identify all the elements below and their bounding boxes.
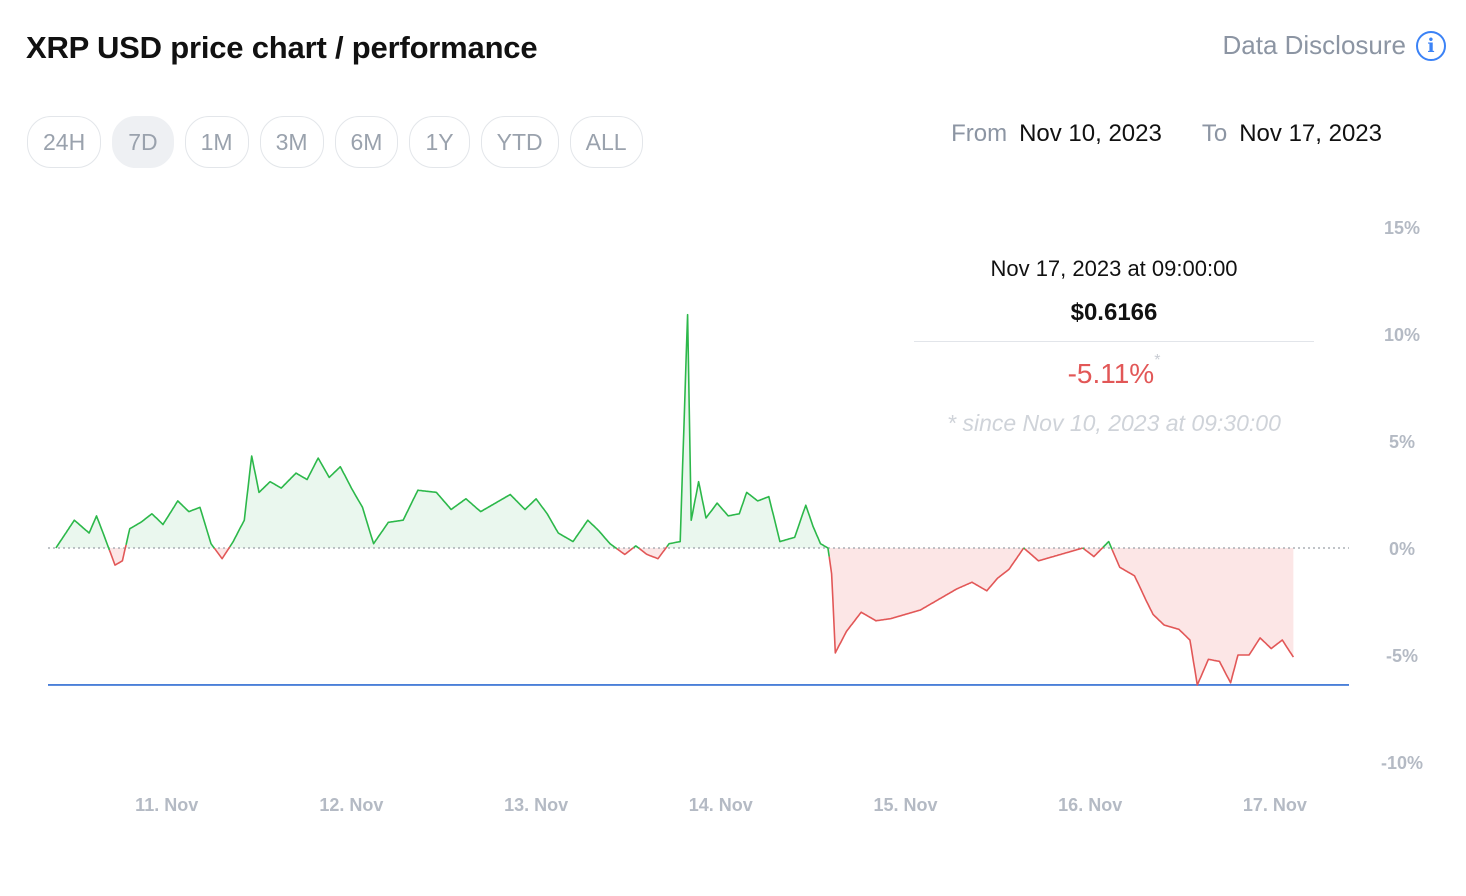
- price-line-negative-segment: [1111, 548, 1295, 686]
- range-button-3m[interactable]: 3M: [259, 116, 324, 168]
- y-axis-tick-label: -5%: [1386, 646, 1418, 666]
- price-line-negative-segment: [638, 546, 668, 560]
- range-button-24h[interactable]: 24H: [27, 116, 102, 168]
- price-line-negative-segment: [213, 546, 231, 560]
- range-button-6m[interactable]: 6M: [334, 116, 399, 168]
- negative-area-fill: [55, 548, 1294, 685]
- tooltip-divider: [914, 341, 1314, 342]
- to-date-input[interactable]: Nov 17, 2023: [1239, 120, 1382, 147]
- positive-area-fill: [55, 314, 1294, 548]
- price-line-negative-segment: [616, 546, 635, 556]
- x-axis-tick-label: 13. Nov: [504, 795, 568, 815]
- tooltip-datetime: Nov 17, 2023 at 09:00:00: [990, 256, 1238, 281]
- price-line-negative-segment: [1024, 547, 1084, 562]
- price-line-negative-segment: [108, 544, 127, 566]
- tooltip-since: * since Nov 10, 2023 at 09:30:00: [947, 410, 1281, 436]
- y-axis-tick-label: 0%: [1389, 539, 1415, 559]
- range-button-1m[interactable]: 1M: [184, 116, 249, 168]
- price-line-negative-segment: [1083, 546, 1104, 558]
- x-axis-tick-label: 14. Nov: [689, 795, 753, 815]
- x-axis-tick-label: 12. Nov: [319, 795, 383, 815]
- from-label: From: [951, 120, 1008, 147]
- x-axis-tick-label: 17. Nov: [1243, 795, 1307, 815]
- x-axis-tick-label: 15. Nov: [873, 795, 937, 815]
- price-line-negative-segment: [828, 547, 1025, 654]
- x-axis-tick-label: 16. Nov: [1058, 795, 1122, 815]
- from-date-input[interactable]: Nov 10, 2023: [1019, 120, 1162, 147]
- price-line-positive-segment: [55, 515, 111, 551]
- time-range-selector: 24H 7D 1M 3M 6M 1Y YTD ALL: [27, 116, 643, 168]
- tooltip-change-marker: *: [1154, 352, 1161, 369]
- price-line-positive-segment: [633, 545, 640, 550]
- range-button-all[interactable]: ALL: [569, 116, 643, 168]
- info-icon[interactable]: i: [1416, 30, 1446, 61]
- price-line-positive-segment: [1082, 547, 1085, 550]
- page-title: XRP USD price chart / performance: [26, 30, 538, 65]
- y-axis-tick-label: 15%: [1384, 218, 1420, 238]
- price-line-positive-segment: [1102, 540, 1113, 550]
- tooltip-change-value: -5.11%: [1067, 358, 1155, 389]
- range-button-7d[interactable]: 7D: [112, 116, 174, 168]
- y-axis-tick-label: 5%: [1389, 432, 1415, 452]
- y-axis-tick-label: -10%: [1381, 753, 1423, 773]
- x-axis-tick-label: 11. Nov: [135, 795, 198, 815]
- price-line-positive-segment: [666, 313, 830, 557]
- price-line-positive-segment: [1023, 547, 1026, 550]
- y-axis-tick-label: 10%: [1384, 325, 1420, 345]
- data-disclosure-link[interactable]: Data Disclosure i: [1222, 30, 1446, 61]
- to-label: To: [1201, 120, 1228, 147]
- date-range: From Nov 10, 2023 To Nov 17, 2023: [951, 120, 1382, 148]
- data-disclosure-label: Data Disclosure: [1222, 30, 1406, 60]
- price-line-positive-segment: [125, 500, 216, 549]
- tooltip-price: $0.6166: [1070, 299, 1158, 326]
- range-button-1y[interactable]: 1Y: [409, 116, 470, 168]
- tooltip-change: -5.11%*: [914, 352, 1314, 390]
- chart-tooltip: Nov 17, 2023 at 09:00:00 $0.6166 -5.11%*…: [914, 256, 1314, 437]
- price-line-positive-segment: [229, 455, 618, 550]
- range-button-ytd[interactable]: YTD: [480, 116, 559, 168]
